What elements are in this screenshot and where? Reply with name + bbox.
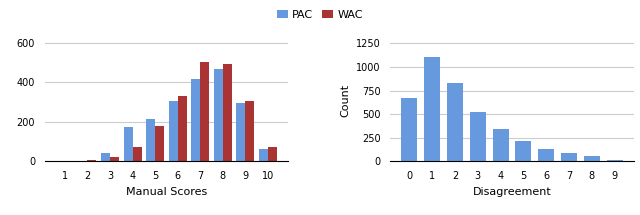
Y-axis label: Count: Count [340,83,350,117]
Bar [401,98,417,161]
Bar [200,62,209,161]
Bar [88,160,97,161]
Bar [268,147,277,161]
Bar [124,127,132,161]
Bar [191,79,200,161]
Bar [259,149,268,161]
Bar [470,112,486,161]
Bar [101,153,110,161]
Bar [447,83,463,161]
Bar [132,147,141,161]
Bar [169,101,178,161]
Bar [155,126,164,161]
Bar [493,129,509,161]
Bar [538,149,554,161]
Bar [246,101,255,161]
X-axis label: Disagreement: Disagreement [472,187,551,197]
Bar [110,157,119,161]
Bar [515,141,531,161]
X-axis label: Manual Scores: Manual Scores [126,187,207,197]
Legend: PAC, WAC: PAC, WAC [272,6,368,25]
Bar [424,57,440,161]
Bar [561,153,577,161]
Bar [178,96,187,161]
Bar [607,160,623,161]
Bar [146,119,155,161]
Bar [236,103,246,161]
Bar [223,64,232,161]
Bar [214,69,223,161]
Bar [584,156,600,161]
